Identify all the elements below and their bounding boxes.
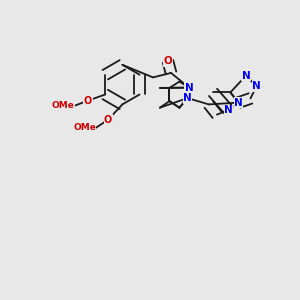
Text: N: N <box>224 105 233 115</box>
Text: N: N <box>234 98 243 108</box>
Text: N: N <box>252 81 261 92</box>
Text: N: N <box>242 70 250 81</box>
Text: N: N <box>184 82 194 93</box>
Text: N: N <box>183 93 192 103</box>
Text: O: O <box>164 56 172 67</box>
Text: OMe: OMe <box>52 101 75 110</box>
Text: OMe: OMe <box>73 123 96 132</box>
Text: O: O <box>104 115 112 125</box>
Text: O: O <box>84 96 92 106</box>
